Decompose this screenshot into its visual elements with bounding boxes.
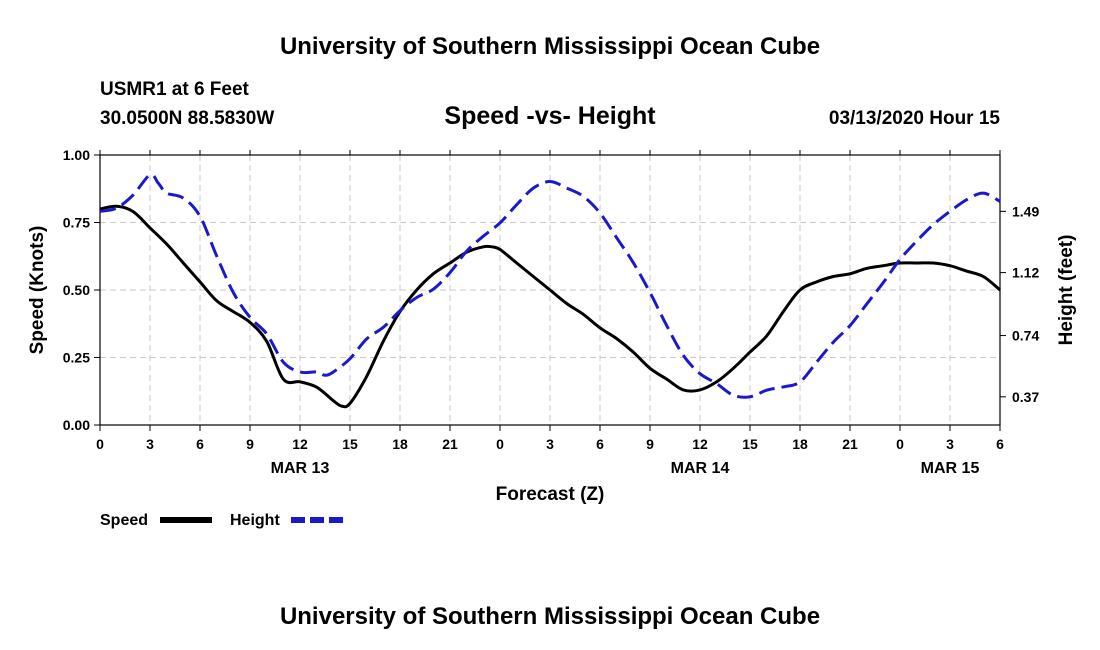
axis-ticks (94, 150, 1006, 431)
date-label: MAR 13 (271, 460, 330, 477)
station-label: USMR1 at 6 Feet (100, 79, 250, 100)
x-tick-label: 3 (146, 436, 154, 452)
series-height-line (99, 173, 1001, 399)
x-tick-label: 9 (646, 436, 654, 452)
date-label: MAR 14 (671, 460, 730, 477)
x-tick-label: 12 (292, 436, 308, 452)
legend-speed-label: Speed (100, 512, 148, 529)
legend: Speed Height (100, 512, 343, 529)
y-tick-label: 1.00 (63, 147, 90, 163)
x-tick-label: 12 (692, 436, 708, 452)
x-tick-label: 21 (842, 436, 858, 452)
x-tick-label: 6 (596, 436, 604, 452)
y-tick-label: 0.25 (63, 350, 90, 366)
y-tick-label: 0.50 (63, 282, 90, 298)
coordinates-label: 30.0500N 88.5830W (100, 108, 274, 129)
x-tick-label: 9 (246, 436, 254, 452)
y2-tick-label: 1.49 (1012, 203, 1039, 219)
x-tick-label: 21 (442, 436, 458, 452)
x-tick-label: 15 (342, 436, 358, 452)
y2-tick-label: 1.12 (1012, 265, 1039, 281)
page-title: University of Southern Mississippi Ocean… (280, 33, 820, 60)
y-axis-title: Speed (Knots) (27, 226, 48, 355)
y2-axis-title: Height (feet) (1056, 235, 1077, 346)
series-lines (99, 173, 1001, 409)
footer-title: University of Southern Mississippi Ocean… (280, 603, 820, 630)
forecast-timestamp: 03/13/2020 Hour 15 (829, 108, 1001, 129)
x-tick-label: 0 (96, 436, 104, 452)
x-tick-label: 0 (496, 436, 504, 452)
y2-tick-label: 0.37 (1012, 389, 1039, 405)
x-tick-label: 15 (742, 436, 758, 452)
y-tick-label: 0.00 (63, 417, 90, 433)
y-tick-label: 0.75 (63, 215, 90, 231)
legend-height-label: Height (230, 512, 280, 529)
chart-title: Speed -vs- Height (444, 102, 656, 130)
x-tick-label: 6 (196, 436, 204, 452)
x-tick-label: 3 (946, 436, 954, 452)
y2-tick-label: 0.74 (1012, 328, 1039, 344)
date-label: MAR 15 (921, 460, 980, 477)
x-tick-label: 3 (546, 436, 554, 452)
axis-labels: 0 3 6 9 12 15 18 21 0 3 6 9 12 15 18 21 0 3 6 MAR 13 MAR 14 M… (63, 147, 1040, 477)
series-speed-line (99, 204, 1001, 409)
x-tick-label: 18 (792, 436, 808, 452)
x-tick-label: 0 (896, 436, 904, 452)
x-tick-label: 18 (392, 436, 408, 452)
x-tick-label: 6 (996, 436, 1004, 452)
x-axis-title: Forecast (Z) (496, 484, 605, 505)
